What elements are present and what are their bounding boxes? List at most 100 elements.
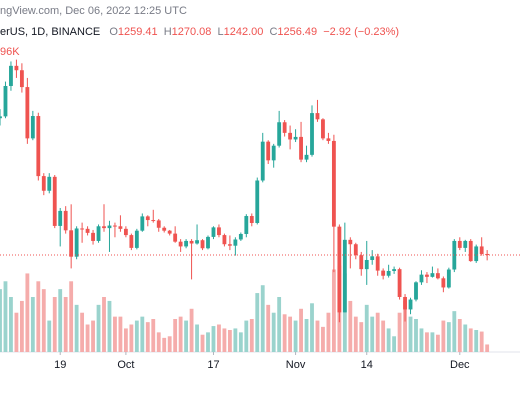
candle-body [408,299,413,310]
volume-bar [430,332,435,352]
volume-bar [36,281,41,352]
volume-bar [222,328,227,352]
volume-bar [63,297,68,352]
volume-bar [326,312,331,352]
volume-bar [468,328,473,352]
volume-bar [233,328,238,352]
volume-bar [102,297,106,352]
volume-bar [331,269,336,352]
volume-bar [189,308,194,352]
candle-body [315,113,320,120]
volume-bar [211,326,216,352]
volume-bar [474,330,479,352]
volume-bar [134,320,139,352]
candle-body [162,227,167,231]
volume-bar [184,320,189,352]
candle-body [118,226,123,229]
volume-bar [91,320,95,352]
volume-bar [244,320,249,352]
candle-body [271,145,276,161]
volume-bar [167,336,172,352]
plot [0,59,520,352]
candle-body [342,239,347,313]
volume-bar [30,297,35,352]
volume-bar [485,344,490,352]
candle-body [331,140,336,227]
candle-body [0,116,2,119]
volume-bar [129,324,134,352]
candle-body [364,259,369,270]
volume-bar [178,316,183,352]
volume-bar [145,322,150,352]
volume-bar [392,336,397,352]
volume-bar [435,334,440,352]
volume-bar [19,300,24,352]
candle-body [25,87,30,139]
volume-bar [293,320,298,352]
volume-bar [425,332,429,352]
candle-body [359,255,364,270]
candle-body [123,228,128,236]
candle-body [441,278,446,288]
candle-body [113,225,117,227]
candle-body [91,232,95,241]
candle-body [321,119,325,139]
open-value: 1259.41 [118,26,158,38]
candle-body [392,269,397,271]
candle-body [463,240,468,248]
volume-bar [364,304,369,352]
candle-body [337,226,342,313]
volume-bar [195,324,199,352]
volume-bar [266,304,271,352]
volume-bar [74,304,79,352]
volume-bar [140,316,145,352]
candle-body [69,230,74,257]
low-value: 1242.00 [224,26,264,38]
candle-body [134,230,139,248]
candle-body [425,274,429,277]
candle-body [293,136,298,140]
candle-body [260,141,265,181]
candle-body [370,256,375,260]
candle-body [222,235,227,245]
candle-body [211,227,216,237]
candle-body [233,239,238,246]
volume-bar [446,322,451,352]
volume-bar [123,328,128,352]
candle-body [446,269,451,288]
candle-body [30,116,35,139]
volume-bar [217,324,221,352]
volume-bar [249,319,254,352]
x-tick-label: 19 [54,359,66,371]
volume-bar [113,316,117,352]
ohlc-letter: O [109,26,118,38]
volume-bar [479,331,484,352]
volume-bar [277,297,282,352]
candle-body [386,270,391,276]
volume-bar [452,311,457,352]
volume-bar [107,300,112,352]
candle-body [195,240,199,244]
volume-bar [419,328,424,352]
volume-bar [151,319,156,352]
candle-body [129,235,134,248]
candle-body [52,176,57,226]
candle-body [326,138,331,141]
candle-body [414,282,418,300]
candle-body [304,154,309,160]
candle-body [3,85,8,117]
volume-bar [386,328,391,352]
volume-bar [403,300,407,352]
candle-body [419,274,424,283]
volume-bar [304,319,309,352]
candle-body [430,273,435,277]
candle-body [140,216,145,231]
close-value: 1256.49 [277,26,317,38]
candle-body [227,244,232,246]
candle-body [189,240,194,244]
candle-body [36,116,41,177]
candle-body [452,240,457,270]
volume-bar [282,314,287,352]
volume-bar [315,320,320,352]
volume-bar [3,281,8,352]
